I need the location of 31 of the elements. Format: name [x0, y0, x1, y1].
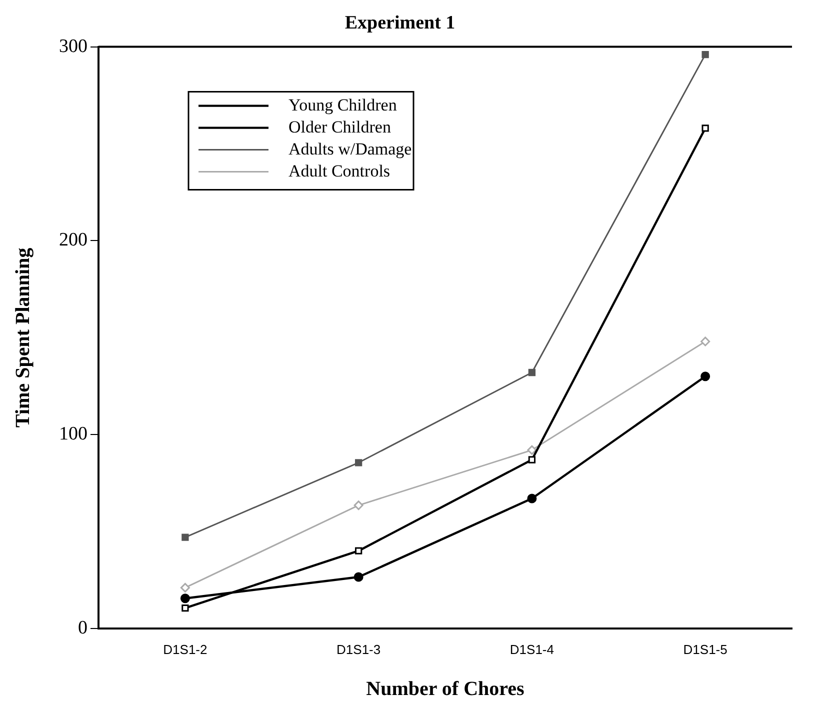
y-tick-label: 0 [78, 617, 88, 638]
legend-label: Young Children [288, 95, 398, 114]
x-axis-title: Number of Chores [366, 678, 525, 700]
chart-title: Experiment 1 [344, 12, 456, 34]
legend-label: Adults w/Damage [288, 139, 412, 158]
x-tick-label: D1S1-2 [163, 642, 208, 657]
x-tick-label: D1S1-5 [683, 642, 728, 657]
point [527, 494, 537, 504]
point [354, 547, 362, 554]
point [354, 500, 364, 510]
x-tick-label: D1S1-3 [336, 642, 381, 657]
x-tick-label: D1S1-4 [510, 642, 554, 657]
point [180, 594, 190, 604]
point [702, 124, 709, 132]
legend-label: Adult Controls [288, 161, 390, 180]
y-tick-label: 300 [59, 36, 88, 57]
point [182, 604, 189, 612]
point [180, 582, 190, 592]
point [354, 459, 362, 466]
y-tick-label: 100 [59, 424, 88, 445]
point [528, 456, 536, 464]
point [700, 336, 710, 346]
point [527, 445, 537, 455]
legend-label: Older Children [288, 117, 392, 136]
point [182, 534, 189, 541]
point [528, 368, 536, 376]
y-tick-label: 200 [59, 230, 88, 251]
y-axis-title: Time Spent Planning [12, 248, 34, 428]
point [354, 572, 364, 582]
point [700, 372, 710, 382]
point [702, 50, 709, 58]
